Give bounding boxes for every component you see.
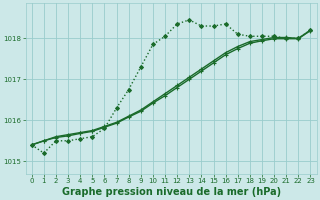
X-axis label: Graphe pression niveau de la mer (hPa): Graphe pression niveau de la mer (hPa) [61,187,281,197]
